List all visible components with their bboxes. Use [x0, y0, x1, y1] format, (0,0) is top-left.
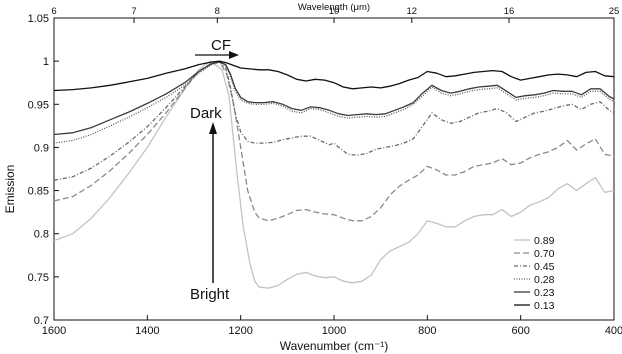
- y-tick-label: 1.05: [28, 13, 49, 25]
- x-tick-label: 1000: [322, 325, 346, 337]
- top-tick-label: 12: [407, 6, 418, 17]
- series-line-0-89: [53, 60, 615, 289]
- series-line-0-13: [53, 60, 615, 92]
- y-tick-label: 0.75: [28, 272, 49, 284]
- series-line-0-28: [53, 61, 615, 144]
- y-tick-label: 0.95: [28, 99, 49, 111]
- y-tick-label: 0.85: [28, 186, 49, 198]
- plot-frame: [53, 17, 615, 321]
- series-line-0-23: [53, 61, 615, 136]
- top-tick-label: 7: [131, 6, 136, 17]
- legend-label: 0.28: [534, 274, 555, 286]
- plot-area: [53, 17, 615, 321]
- bright-label: Bright: [190, 286, 230, 303]
- legend-label: 0.89: [534, 235, 555, 247]
- y-tick-label: 0.9: [34, 142, 49, 154]
- x-axis-label: Wavenumber (cm⁻¹): [280, 339, 389, 353]
- x-tick-label: 1200: [228, 325, 252, 337]
- top-tick-label: 16: [504, 6, 515, 17]
- series-line-0-45: [53, 61, 615, 181]
- top-tick-label: 8: [215, 6, 220, 17]
- top-tick-label: 25: [609, 6, 620, 17]
- y-axis-label: Emission: [3, 165, 17, 214]
- top-tick-label: 10: [329, 6, 340, 17]
- top-tick-label: 6: [51, 6, 56, 17]
- x-tick-label: 400: [605, 325, 622, 337]
- cf-arrow: [195, 51, 239, 59]
- legend-label: 0.70: [534, 248, 555, 260]
- legend-label: 0.13: [534, 300, 555, 312]
- series-line-0-70: [53, 61, 615, 222]
- y-tick-label: 0.7: [34, 315, 49, 327]
- axes-layer: 1600 1400 1200 1000 800 600 400 0.7 0.75 0.8 0.85 0…: [28, 6, 622, 337]
- y-tick-label: 1: [43, 56, 49, 68]
- legend: 0.890.700.450.280.230.13: [514, 235, 555, 312]
- bright-to-dark-arrow: [209, 122, 217, 283]
- x-tick-label: 1400: [135, 325, 159, 337]
- x-tick-label: 1600: [42, 325, 66, 337]
- legend-label: 0.45: [534, 261, 555, 273]
- series-layer: [53, 60, 615, 289]
- dark-label: Dark: [190, 105, 222, 122]
- x-tick-label: 600: [511, 325, 529, 337]
- y-tick-label: 0.8: [34, 229, 49, 241]
- x-tick-label: 800: [418, 325, 436, 337]
- top-axis-label: Wavelength (μm): [298, 2, 370, 13]
- legend-label: 0.23: [534, 287, 555, 299]
- annotations: CF Dark Bright: [190, 37, 239, 303]
- cf-label: CF: [211, 37, 231, 54]
